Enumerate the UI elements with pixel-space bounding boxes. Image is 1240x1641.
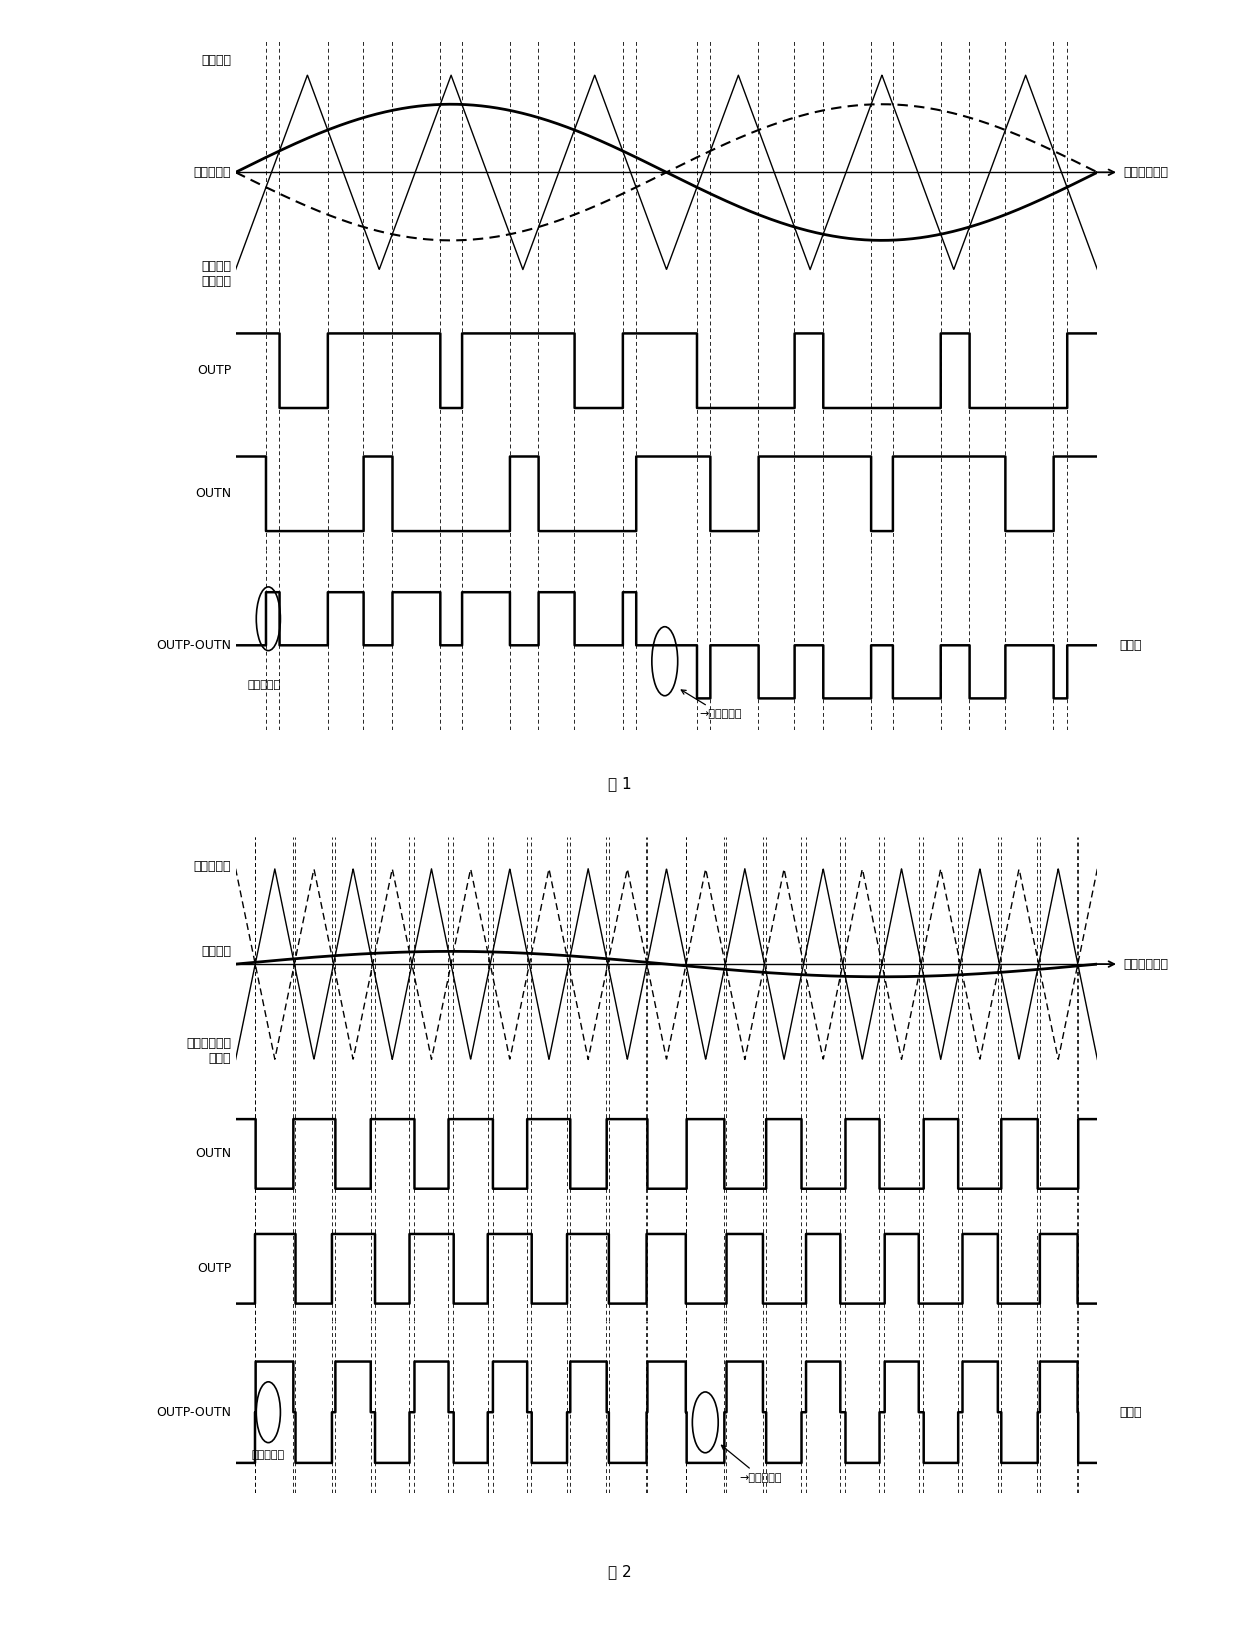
Text: OUTN: OUTN bbox=[195, 487, 232, 501]
Text: →窄脉冲位置: →窄脉冲位置 bbox=[681, 689, 742, 719]
Text: 窄脉冲位置: 窄脉冲位置 bbox=[252, 1451, 285, 1460]
Text: →窄脉冲位置: →窄脉冲位置 bbox=[722, 1446, 782, 1482]
Text: 反相后的三角
波信号: 反相后的三角 波信号 bbox=[186, 1037, 232, 1065]
Text: 图 1: 图 1 bbox=[608, 776, 632, 791]
Text: 信号零点位置: 信号零点位置 bbox=[1123, 166, 1168, 179]
Text: 三角波比较: 三角波比较 bbox=[193, 166, 232, 179]
Text: 音频信号: 音频信号 bbox=[201, 945, 232, 958]
Text: 零电平: 零电平 bbox=[1118, 1406, 1142, 1419]
Text: OUTP: OUTP bbox=[197, 1262, 232, 1275]
Text: OUTP: OUTP bbox=[197, 364, 232, 377]
Text: 反相后的
音频信号: 反相后的 音频信号 bbox=[201, 261, 232, 289]
Text: 图 2: 图 2 bbox=[608, 1564, 632, 1579]
Text: 零电平: 零电平 bbox=[1118, 638, 1142, 651]
Text: OUTP-OUTN: OUTP-OUTN bbox=[156, 1406, 232, 1419]
Text: OUTN: OUTN bbox=[195, 1147, 232, 1160]
Text: 信号零点位置: 信号零点位置 bbox=[1123, 958, 1168, 970]
Text: 窄脉冲位置: 窄脉冲位置 bbox=[248, 679, 280, 689]
Text: OUTP-OUTN: OUTP-OUTN bbox=[156, 638, 232, 651]
Text: 三角波信号: 三角波信号 bbox=[193, 860, 232, 873]
Text: 音频信号: 音频信号 bbox=[201, 54, 232, 67]
